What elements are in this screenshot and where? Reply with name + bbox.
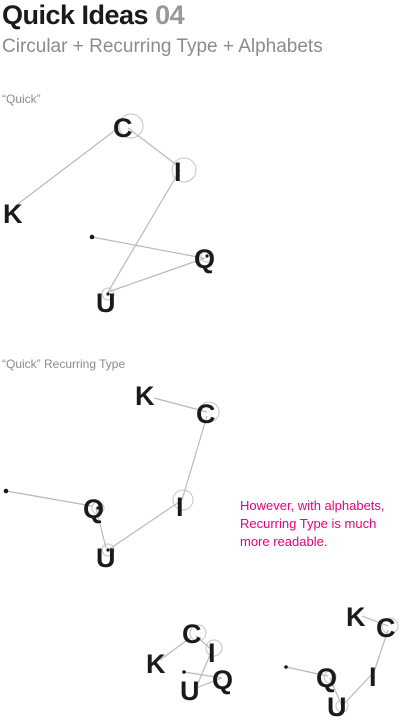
- ring-i3: [205, 639, 223, 657]
- letter-i4: I: [369, 662, 377, 692]
- letter-q: Q: [194, 244, 215, 274]
- annotation-line-2: Recurring Type is much: [240, 516, 377, 531]
- dot-u2: [106, 548, 110, 552]
- letter-u2: U: [96, 543, 116, 573]
- letter-c4: C: [376, 613, 396, 643]
- link-u-q: [107, 257, 206, 293]
- ring-i: [171, 157, 197, 183]
- link-u-i4: [341, 671, 375, 707]
- link-u-i2: [107, 499, 183, 551]
- link-start-q2: [5, 490, 93, 507]
- ring-u2: [101, 543, 115, 557]
- title-number: 04: [155, 0, 185, 30]
- letter-q2: Q: [83, 494, 104, 524]
- link-c-k: [13, 127, 119, 208]
- start-dot-2: [3, 488, 9, 494]
- ring-c: [118, 113, 144, 139]
- link-start-q4: [285, 666, 329, 677]
- section-label-recurring: “Quick” Recurring Type: [2, 357, 126, 371]
- letter-u3: U: [180, 676, 200, 706]
- link-c-k2: [153, 397, 208, 413]
- link-i-u: [107, 169, 181, 293]
- letter-c3: C: [182, 619, 202, 649]
- letter-k3: K: [146, 649, 166, 679]
- ring-i2: [172, 489, 194, 511]
- ring-q2: [91, 501, 105, 515]
- letter-i2: I: [176, 492, 184, 522]
- page-subtitle: Circular + Recurring Type + Alphabets: [2, 36, 323, 57]
- page-title: Quick Ideas 04: [2, 0, 185, 31]
- letter-i3: I: [208, 638, 216, 668]
- letter-c: C: [113, 113, 133, 143]
- ring-u4: [335, 699, 349, 713]
- link-c-i3: [195, 635, 213, 651]
- start-dot-3: [182, 670, 186, 674]
- section-label-quick: “Quick”: [2, 92, 41, 106]
- title-text: Quick Ideas: [2, 0, 149, 30]
- dot-q: [205, 254, 209, 258]
- dot-u: [106, 292, 110, 296]
- ring-u: [101, 287, 115, 301]
- link-start-q3: [183, 671, 223, 679]
- diagram-quick-circular: C I K Q U: [3, 113, 215, 318]
- letter-k2: K: [135, 381, 155, 411]
- ring-c4: [381, 617, 399, 635]
- link-i-u3: [195, 649, 213, 689]
- letter-c2: C: [196, 399, 216, 429]
- letter-k: K: [3, 199, 23, 229]
- ring-c3: [189, 624, 207, 642]
- link-q-u2: [95, 507, 107, 549]
- annotation-note: However, with alphabets, Recurring Type …: [240, 497, 385, 551]
- ring-q: [200, 249, 214, 263]
- diagram-quick-recurring: K C I Q U: [3, 381, 220, 573]
- link-i-c2: [181, 415, 208, 501]
- link-c-k4: [361, 615, 389, 627]
- letter-q4: Q: [316, 663, 337, 693]
- link-i-c4: [373, 629, 389, 673]
- ring-q4: [323, 670, 337, 684]
- dot-q2: [96, 506, 100, 510]
- annotation-line-1: However, with alphabets,: [240, 498, 385, 513]
- link-u-q3: [195, 677, 223, 689]
- letter-q3: Q: [212, 665, 233, 695]
- letter-k4: K: [346, 602, 366, 632]
- ring-c2: [198, 401, 220, 423]
- letter-u: U: [96, 288, 116, 318]
- letter-u4: U: [327, 692, 347, 722]
- letter-i: I: [174, 157, 182, 187]
- link-c-i: [127, 127, 179, 167]
- link-c-k3: [159, 637, 191, 661]
- start-dot: [89, 234, 95, 240]
- start-dot-4: [284, 665, 288, 669]
- link-start-q: [91, 236, 204, 259]
- annotation-line-3: more readable.: [240, 534, 328, 549]
